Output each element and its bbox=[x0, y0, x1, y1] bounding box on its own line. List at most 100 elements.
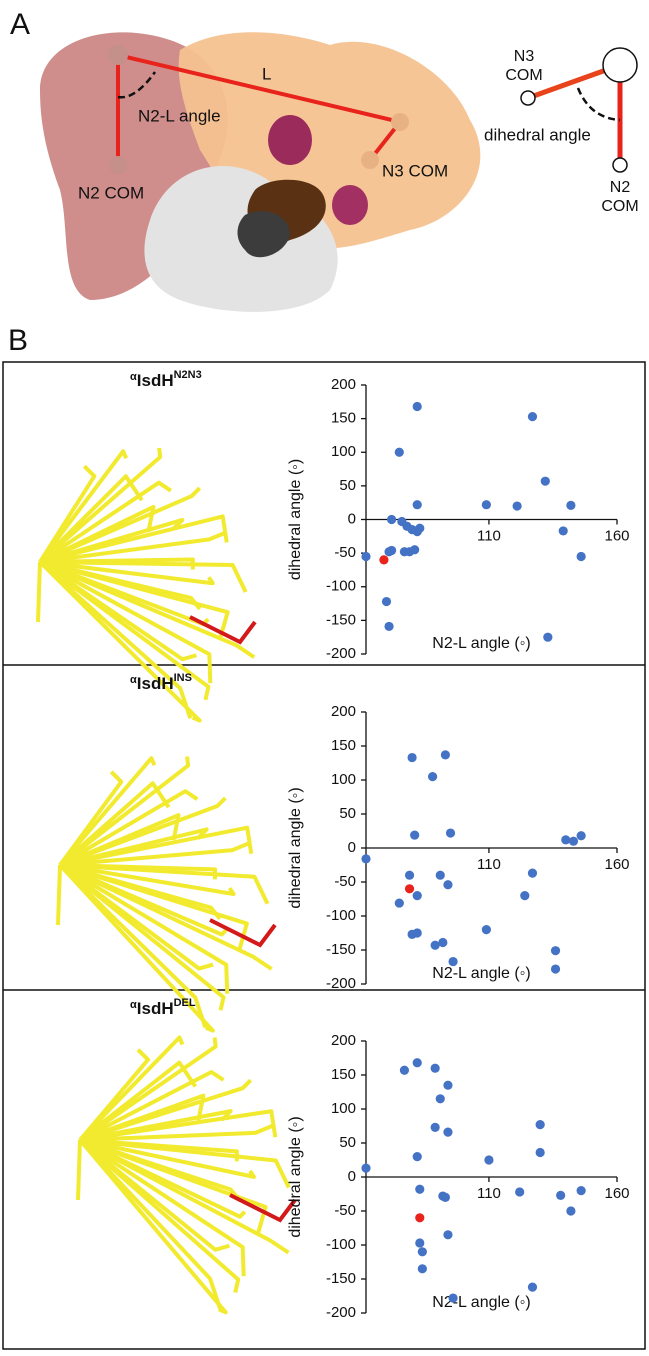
x-tick-label: 110 bbox=[477, 1185, 501, 1202]
data-point bbox=[566, 500, 576, 510]
structure-stick bbox=[78, 1138, 246, 1277]
structure-stick bbox=[58, 789, 199, 867]
chart-title: αIsdHDEL bbox=[130, 997, 196, 1019]
structure-stick bbox=[58, 756, 157, 867]
data-point bbox=[443, 880, 453, 890]
structure-stick bbox=[79, 1138, 268, 1236]
structure-stick bbox=[59, 863, 236, 897]
y-tick-label: -200 bbox=[326, 1304, 356, 1321]
annotation: COM bbox=[505, 67, 542, 84]
y-tick-label: 200 bbox=[331, 376, 356, 393]
title-part: IsdH bbox=[137, 674, 174, 693]
data-point bbox=[412, 891, 422, 901]
data-point bbox=[448, 1293, 458, 1303]
structure-stick bbox=[78, 1048, 151, 1142]
data-point bbox=[407, 752, 417, 763]
structure-stick bbox=[78, 1035, 185, 1142]
y-tick-label: -50 bbox=[334, 873, 356, 890]
data-point bbox=[576, 1186, 586, 1196]
data-point bbox=[550, 964, 561, 974]
structure-stick-highlight bbox=[229, 1193, 297, 1223]
x-axis-label: N2-L angle (◦) bbox=[432, 965, 530, 982]
data-point bbox=[440, 750, 450, 760]
data-point bbox=[417, 1247, 427, 1257]
title-part: IsdH bbox=[137, 371, 174, 390]
structure-stick bbox=[79, 1078, 253, 1142]
structure-stick bbox=[56, 864, 62, 926]
y-tick-label: 200 bbox=[331, 703, 356, 720]
title-part: INS bbox=[174, 672, 192, 684]
data-point bbox=[543, 632, 553, 642]
structure-stick bbox=[58, 863, 226, 1011]
structure-stick bbox=[38, 560, 211, 701]
data-point bbox=[443, 1127, 453, 1137]
data-point bbox=[387, 514, 397, 525]
structure-stick bbox=[78, 1060, 198, 1142]
structure-stick bbox=[78, 1138, 222, 1310]
structure-stick bbox=[79, 1109, 278, 1142]
structure-stick bbox=[39, 560, 215, 586]
dihedral-schematic bbox=[520, 47, 638, 173]
y-tick-label: 50 bbox=[339, 477, 356, 494]
structure-stick bbox=[38, 447, 163, 564]
structure-stick bbox=[39, 530, 228, 564]
structure-stick bbox=[78, 1138, 241, 1293]
panel-label: A bbox=[10, 8, 30, 41]
data-point bbox=[576, 551, 586, 562]
structure-stick bbox=[38, 560, 197, 662]
data-point bbox=[535, 1147, 545, 1158]
structure-stick bbox=[36, 561, 42, 623]
panel-frame bbox=[2, 361, 646, 1350]
data-point bbox=[379, 555, 389, 565]
structure-stick bbox=[38, 474, 144, 564]
data-point bbox=[515, 1187, 525, 1197]
data-point bbox=[412, 1152, 422, 1162]
structure-stick bbox=[39, 560, 256, 659]
data-point bbox=[361, 551, 371, 562]
structure-stick bbox=[38, 464, 97, 564]
data-point bbox=[484, 1155, 494, 1165]
data-point bbox=[415, 1184, 425, 1194]
structure-stick bbox=[39, 560, 230, 641]
structure-stick bbox=[39, 560, 248, 593]
chart-title: αIsdHINS bbox=[130, 672, 192, 694]
x-tick-label: 160 bbox=[604, 856, 629, 873]
y-tick-label: -100 bbox=[326, 1236, 356, 1253]
x-tick-label: 160 bbox=[604, 1185, 629, 1202]
structure-stick bbox=[59, 863, 270, 905]
annotation: N2 bbox=[610, 179, 631, 196]
y-tick-label: 200 bbox=[331, 1032, 356, 1049]
y-tick-label: -200 bbox=[326, 645, 356, 662]
annotation: L bbox=[262, 64, 271, 83]
data-point bbox=[394, 898, 404, 908]
data-point bbox=[550, 946, 561, 956]
annotation: COM bbox=[601, 198, 638, 215]
structure-stick bbox=[59, 863, 273, 971]
data-point bbox=[566, 1206, 576, 1216]
data-point bbox=[527, 868, 538, 878]
data-point bbox=[535, 1120, 545, 1130]
data-point bbox=[415, 1213, 425, 1223]
data-point bbox=[556, 1190, 566, 1200]
structure-stick bbox=[39, 486, 202, 564]
data-point bbox=[410, 545, 420, 555]
structure-stick bbox=[59, 841, 251, 867]
data-point bbox=[387, 545, 397, 556]
data-point bbox=[540, 476, 550, 486]
structure-stick bbox=[79, 1069, 225, 1142]
x-tick-label: 110 bbox=[477, 527, 501, 544]
annotation: N3 bbox=[514, 48, 535, 65]
structure-stick bbox=[58, 863, 214, 971]
data-point bbox=[381, 596, 392, 607]
x-tick-label: 160 bbox=[604, 527, 629, 544]
y-tick-label: 150 bbox=[331, 737, 356, 754]
data-point bbox=[415, 523, 425, 533]
y-tick-label: -150 bbox=[326, 1270, 356, 1287]
title-part: IsdH bbox=[137, 999, 174, 1018]
y-axis-label: dihedral angle (◦) bbox=[287, 787, 304, 908]
data-point bbox=[430, 940, 440, 950]
data-point bbox=[527, 1282, 538, 1292]
data-point bbox=[427, 772, 438, 782]
